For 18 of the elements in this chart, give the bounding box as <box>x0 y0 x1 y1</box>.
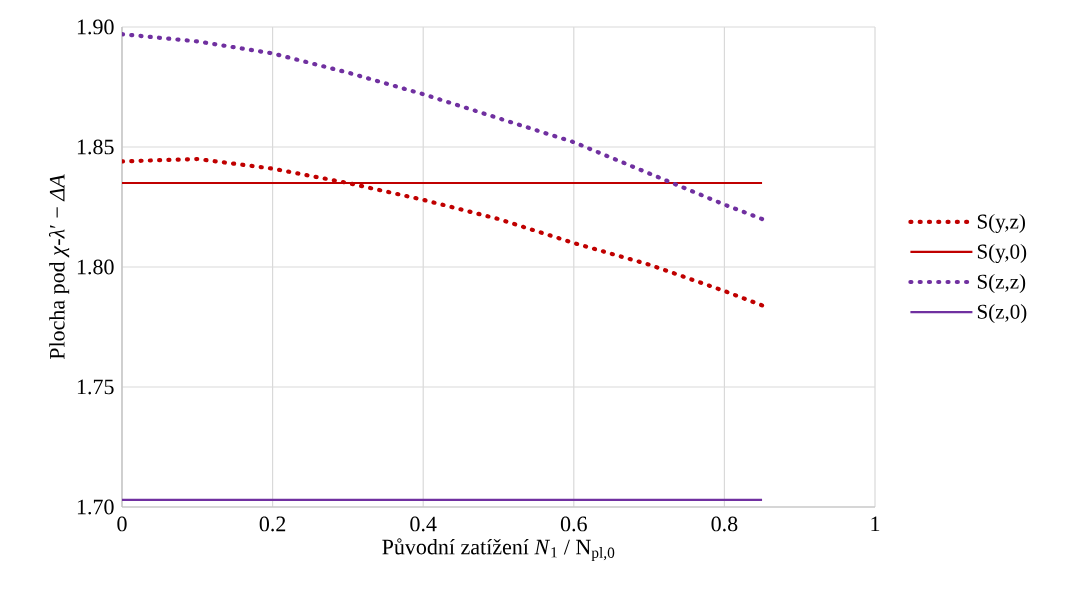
y-tick-label: 1.70 <box>77 499 114 515</box>
line-series <box>122 156 765 308</box>
x-axis-title: Původní zatížení N$_{1}$ / N$_{pl,0}$ <box>382 538 615 562</box>
legend-label: S(z,0) <box>977 304 1027 324</box>
legend-label: S(y,0) <box>977 243 1027 264</box>
y-tick-label: 1.85 <box>77 139 114 155</box>
legend-label: S(y,z) <box>977 213 1025 233</box>
x-tick-label: 0.4 <box>410 516 437 532</box>
x-tick-label: 1 <box>871 516 880 532</box>
x-tick-label: 0.2 <box>259 516 286 532</box>
y-tick-label: 1.90 <box>77 19 114 35</box>
y-tick-label: 1.75 <box>77 379 114 395</box>
legend-label: S(z,z) <box>977 273 1026 294</box>
y-axis-title: Plocha pod χ-λ′ − ΔA <box>48 174 70 360</box>
x-tick-label: 0 <box>117 516 127 532</box>
x-tick-label: 0.8 <box>711 516 738 532</box>
x-tick-label: 0.6 <box>560 516 587 532</box>
y-tick-label: 1.80 <box>77 259 114 275</box>
